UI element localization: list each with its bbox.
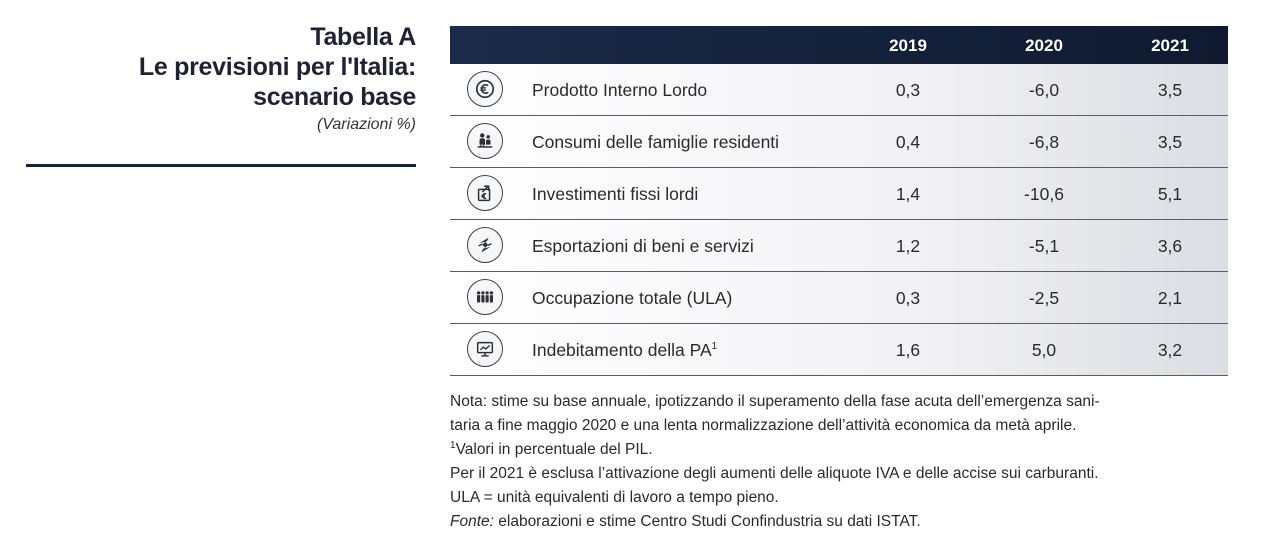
row-label: Occupazione totale (ULA)	[532, 288, 733, 308]
cell-2021: 3,2	[1157, 340, 1183, 360]
cell-2019: 1,2	[895, 236, 921, 256]
cell-2020: 5,0	[1031, 340, 1057, 360]
footnote-number: 1	[450, 440, 456, 451]
column-header-2019: 2019	[889, 36, 927, 55]
source-text: elaborazioni e stime Centro Studi Confin…	[493, 513, 921, 530]
table-row: Indebitamento della PA1 1,6 5,0 3,2	[450, 324, 1228, 376]
table-row: Consumi delle famiglie residenti 0,4 -6,…	[450, 116, 1228, 168]
source-note: Fonte: elaborazioni e stime Centro Studi…	[450, 510, 1240, 534]
cell-2020: -6,8	[1028, 132, 1060, 152]
row-label: Consumi delle famiglie residenti	[532, 132, 780, 152]
table-title-line-3: scenario base	[253, 83, 416, 111]
column-header-2021: 2021	[1151, 36, 1189, 55]
export-arrows-icon	[467, 227, 503, 263]
heading-divider	[26, 164, 416, 167]
cell-2020: -6,0	[1028, 80, 1060, 100]
cell-2021: 3,6	[1157, 236, 1183, 256]
table-row: Prodotto Interno Lordo 0,3 -6,0 3,5	[450, 64, 1228, 116]
euro-coin-icon	[467, 71, 503, 107]
row-label: Prodotto Interno Lordo	[532, 80, 708, 100]
table-title: Tabella A	[310, 23, 416, 51]
cell-2021: 3,5	[1157, 80, 1183, 100]
family-icon	[467, 123, 503, 159]
workers-icon	[467, 279, 503, 315]
cell-2020: -5,1	[1028, 236, 1060, 256]
cell-2021: 3,5	[1157, 132, 1183, 152]
row-label: Indebitamento della PA1	[532, 340, 718, 360]
table-header: 2019 2020 2021	[450, 26, 1228, 64]
row-label: Investimenti fissi lordi	[532, 184, 699, 204]
note-text-continued: taria a fine maggio 2020 e una lenta nor…	[450, 417, 1077, 434]
vat-note: Per il 2021 è esclusa l’attivazione degl…	[450, 465, 1099, 482]
footnote-mark: 1	[711, 341, 718, 352]
cell-2021: 2,1	[1157, 288, 1183, 308]
cell-2021: 5,1	[1157, 184, 1183, 204]
cell-2020: -10,6	[1024, 184, 1064, 204]
forecast-table: 2019 2020 2021 Prodotto Interno Lordo 0,…	[450, 26, 1228, 376]
table-title-line-2: Le previsioni per l'Italia:	[138, 53, 416, 81]
footnote: 1Valori in percentuale del PIL.	[450, 440, 653, 459]
table-row: Esportazioni di beni e servizi 1,2 -5,1 …	[450, 220, 1228, 272]
table-subtitle: (Variazioni %)	[317, 116, 416, 133]
column-header-2020: 2020	[1025, 36, 1063, 55]
note-text: Nota: stime su base annuale, ipotizzando…	[450, 393, 1100, 410]
cell-2019: 0,3	[895, 80, 921, 100]
row-label: Esportazioni di beni e servizi	[532, 236, 754, 256]
cell-2019: 1,6	[895, 340, 921, 360]
ula-note: ULA = unità equivalenti di lavoro a temp…	[450, 489, 779, 506]
cell-2019: 1,4	[895, 184, 921, 204]
table-row: Investimenti fissi lordi 1,4 -10,6 5,1	[450, 168, 1228, 220]
table-notes: Nota: stime su base annuale, ipotizzando…	[450, 390, 1240, 534]
cell-2019: 0,3	[895, 288, 921, 308]
cell-2019: 0,4	[895, 132, 921, 152]
table-row: Occupazione totale (ULA) 0,3 -2,5 2,1	[450, 272, 1228, 324]
source-label: Fonte:	[450, 513, 494, 530]
table-heading: Tabella A Le previsioni per l'Italia: sc…	[16, 22, 416, 136]
monitor-chart-icon	[467, 331, 503, 367]
investment-euro-icon	[467, 175, 503, 211]
cell-2020: -2,5	[1028, 288, 1060, 308]
